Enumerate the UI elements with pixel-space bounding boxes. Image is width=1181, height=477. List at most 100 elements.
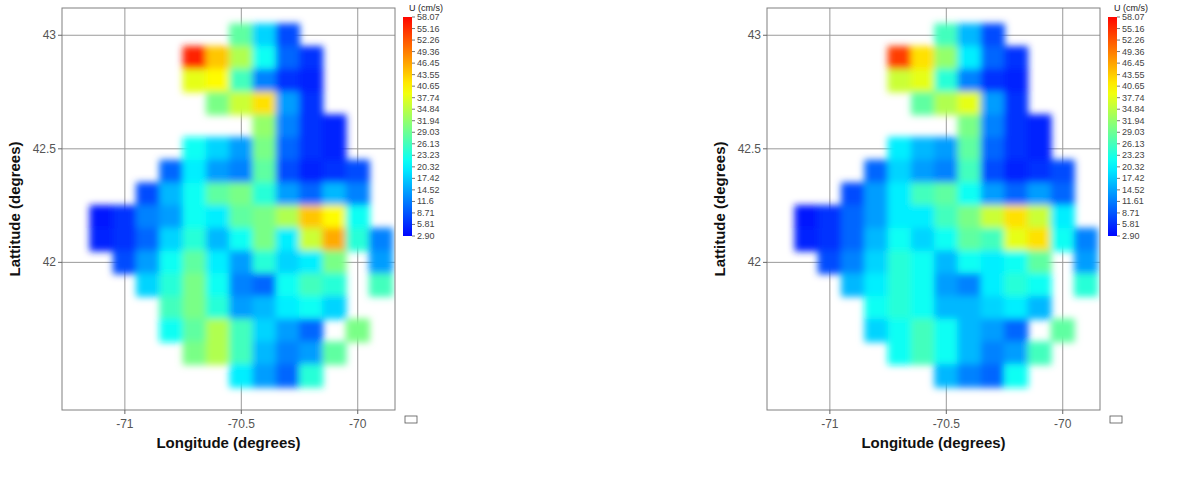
cell xyxy=(888,319,912,343)
cell xyxy=(934,319,958,343)
cell xyxy=(934,341,958,365)
cell xyxy=(1004,319,1028,343)
cell xyxy=(1004,160,1028,184)
tick xyxy=(357,410,358,414)
cell xyxy=(888,160,912,184)
tick-label: 43 xyxy=(748,28,762,42)
cell xyxy=(864,296,888,320)
cell xyxy=(252,273,276,297)
cell xyxy=(252,114,276,138)
tick-label: 42.5 xyxy=(33,142,57,156)
cell xyxy=(911,46,935,70)
colorbar-label: 2.90 xyxy=(417,231,435,241)
colorbar-label: 37.74 xyxy=(417,93,440,103)
box xyxy=(405,416,417,423)
colorbar-tick xyxy=(412,201,415,202)
frame xyxy=(767,8,1100,410)
cell xyxy=(981,364,1005,388)
cell xyxy=(252,251,276,275)
cell xyxy=(322,205,346,229)
cell xyxy=(322,341,346,365)
cell xyxy=(888,46,912,70)
tick-label: 42 xyxy=(43,255,57,269)
colorbar-tick xyxy=(1117,51,1120,52)
colorbar-tick xyxy=(412,143,415,144)
cell xyxy=(934,228,958,252)
cell xyxy=(159,319,183,343)
cell xyxy=(229,69,253,93)
colorbar-tick xyxy=(412,97,415,98)
cell xyxy=(981,341,1005,365)
colorbar-label: 11.61 xyxy=(1122,196,1144,206)
cell xyxy=(818,228,842,252)
cell xyxy=(794,205,818,229)
cell xyxy=(911,137,935,161)
cell xyxy=(934,69,958,93)
cell xyxy=(1027,205,1051,229)
cell xyxy=(276,23,300,47)
colorbar-tick xyxy=(412,212,415,213)
colorbar-tick xyxy=(1117,40,1120,41)
cell xyxy=(1027,341,1051,365)
cell xyxy=(206,46,230,70)
cell xyxy=(981,69,1005,93)
cell xyxy=(183,46,207,70)
colorbar-tick xyxy=(1117,224,1120,225)
cell xyxy=(229,137,253,161)
cell xyxy=(229,251,253,275)
cell xyxy=(888,296,912,320)
tick xyxy=(1062,410,1063,414)
cell xyxy=(276,92,300,116)
cell xyxy=(206,296,230,320)
cell xyxy=(206,182,230,206)
cell xyxy=(229,341,253,365)
tick-label: 43 xyxy=(43,28,57,42)
cell xyxy=(136,273,160,297)
axis-title: Longitude (degrees) xyxy=(861,434,1005,451)
cell xyxy=(229,23,253,47)
cell xyxy=(113,251,137,275)
cell xyxy=(957,92,981,116)
colorbar-label: 55.16 xyxy=(1122,24,1145,34)
cell xyxy=(229,160,253,184)
cell xyxy=(1027,228,1051,252)
cell xyxy=(1004,92,1028,116)
colorbar-tick xyxy=(412,51,415,52)
colorbar-label: 49.36 xyxy=(1122,47,1145,57)
cell xyxy=(934,23,958,47)
colorbar xyxy=(403,17,412,236)
cell xyxy=(252,228,276,252)
cell xyxy=(888,69,912,93)
cell xyxy=(841,228,865,252)
colorbar-label: 46.45 xyxy=(417,58,440,68)
cell xyxy=(1051,319,1075,343)
cell xyxy=(276,114,300,138)
cell xyxy=(299,273,323,297)
cell xyxy=(888,182,912,206)
cell xyxy=(888,251,912,275)
colorbar-tick xyxy=(1117,74,1120,75)
cell xyxy=(981,23,1005,47)
colorbar-label: 14.52 xyxy=(417,185,440,195)
colorbar-label: 37.74 xyxy=(1122,93,1145,103)
tick-label: 42.5 xyxy=(738,142,762,156)
cell xyxy=(981,296,1005,320)
cell xyxy=(206,92,230,116)
colorbar-tick xyxy=(1117,212,1120,213)
cell xyxy=(276,296,300,320)
tick xyxy=(763,148,767,149)
cell xyxy=(183,160,207,184)
colorbar-tick xyxy=(412,132,415,133)
cell xyxy=(1027,114,1051,138)
cell xyxy=(89,228,113,252)
axis-title: Lattitude (degrees) xyxy=(711,141,728,276)
colorbar-label: 46.45 xyxy=(1122,58,1145,68)
tick-label: -70 xyxy=(1054,417,1072,431)
box xyxy=(1110,416,1122,423)
cell xyxy=(981,46,1005,70)
cell xyxy=(1004,205,1028,229)
cell xyxy=(957,205,981,229)
cell xyxy=(934,137,958,161)
cell xyxy=(864,228,888,252)
cell xyxy=(981,251,1005,275)
